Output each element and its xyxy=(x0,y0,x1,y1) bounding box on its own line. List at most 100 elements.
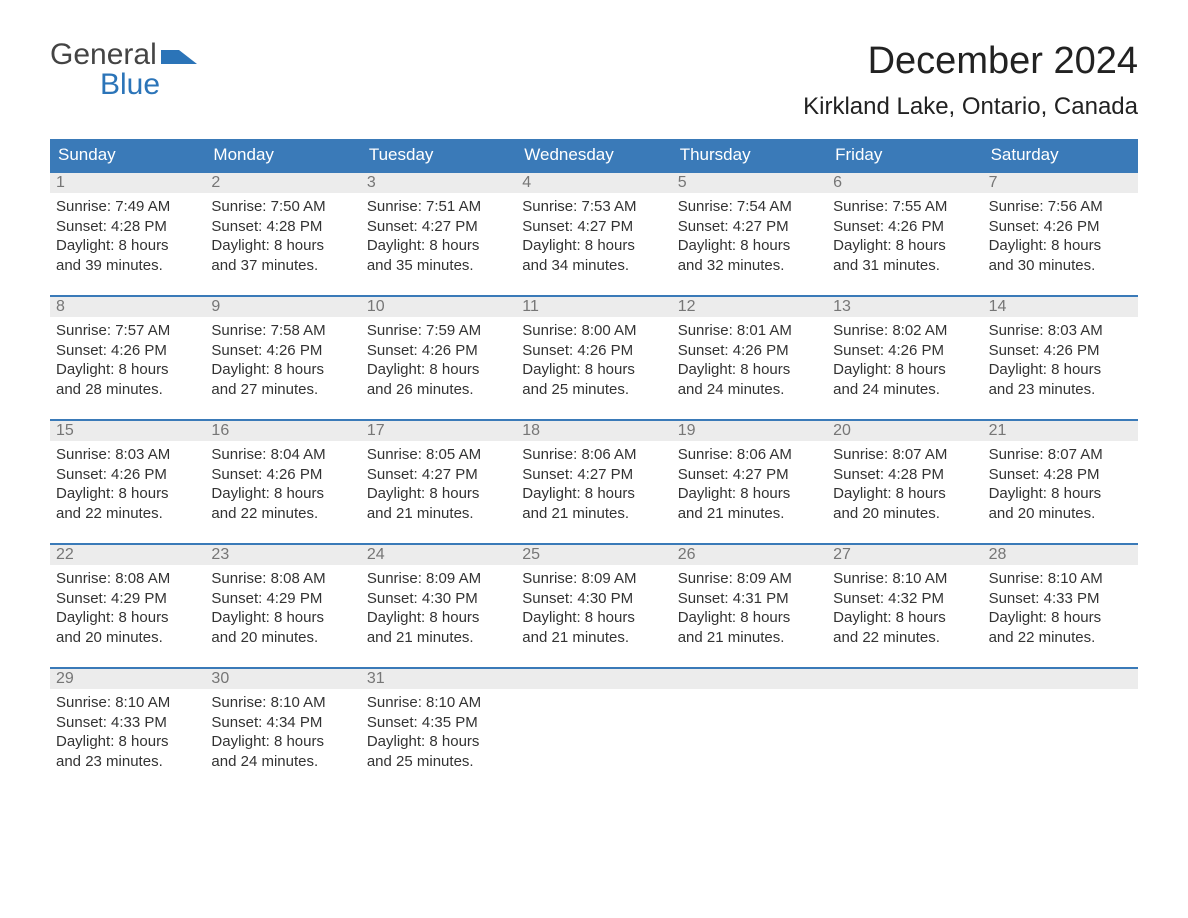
day-sunset: Sunset: 4:30 PM xyxy=(522,589,665,609)
week-row: 15161718192021Sunrise: 8:03 AMSunset: 4:… xyxy=(50,419,1138,533)
day-cell: Sunrise: 8:09 AMSunset: 4:31 PMDaylight:… xyxy=(672,565,827,657)
day-sunrise: Sunrise: 7:55 AM xyxy=(833,197,976,217)
day-sunrise: Sunrise: 8:08 AM xyxy=(211,569,354,589)
day-sunrise: Sunrise: 7:53 AM xyxy=(522,197,665,217)
day-sunset: Sunset: 4:33 PM xyxy=(989,589,1132,609)
day-number: 16 xyxy=(205,421,360,441)
day-sunrise: Sunrise: 8:00 AM xyxy=(522,321,665,341)
day-sunset: Sunset: 4:35 PM xyxy=(367,713,510,733)
day-cell: Sunrise: 7:59 AMSunset: 4:26 PMDaylight:… xyxy=(361,317,516,409)
week-row: 22232425262728Sunrise: 8:08 AMSunset: 4:… xyxy=(50,543,1138,657)
month-title: December 2024 xyxy=(803,40,1138,83)
day-d2: and 27 minutes. xyxy=(211,380,354,400)
day-d1: Daylight: 8 hours xyxy=(678,360,821,380)
day-cell: Sunrise: 8:01 AMSunset: 4:26 PMDaylight:… xyxy=(672,317,827,409)
day-cell xyxy=(827,689,982,781)
day-cell: Sunrise: 8:09 AMSunset: 4:30 PMDaylight:… xyxy=(361,565,516,657)
day-d2: and 22 minutes. xyxy=(211,504,354,524)
dow-tuesday: Tuesday xyxy=(361,139,516,171)
day-cell: Sunrise: 8:00 AMSunset: 4:26 PMDaylight:… xyxy=(516,317,671,409)
day-sunrise: Sunrise: 7:50 AM xyxy=(211,197,354,217)
day-d1: Daylight: 8 hours xyxy=(211,732,354,752)
day-d2: and 39 minutes. xyxy=(56,256,199,276)
day-cell: Sunrise: 7:55 AMSunset: 4:26 PMDaylight:… xyxy=(827,193,982,285)
day-d1: Daylight: 8 hours xyxy=(678,484,821,504)
day-cell xyxy=(516,689,671,781)
day-sunrise: Sunrise: 8:10 AM xyxy=(833,569,976,589)
day-number: 15 xyxy=(50,421,205,441)
day-cell: Sunrise: 8:10 AMSunset: 4:32 PMDaylight:… xyxy=(827,565,982,657)
day-sunrise: Sunrise: 8:09 AM xyxy=(522,569,665,589)
title-block: December 2024 Kirkland Lake, Ontario, Ca… xyxy=(803,40,1138,133)
day-d2: and 22 minutes. xyxy=(56,504,199,524)
logo-text-blue: Blue xyxy=(50,70,197,100)
day-cell: Sunrise: 7:49 AMSunset: 4:28 PMDaylight:… xyxy=(50,193,205,285)
day-number: 22 xyxy=(50,545,205,565)
day-d1: Daylight: 8 hours xyxy=(989,360,1132,380)
day-d1: Daylight: 8 hours xyxy=(367,608,510,628)
day-d2: and 21 minutes. xyxy=(367,504,510,524)
day-d1: Daylight: 8 hours xyxy=(833,608,976,628)
day-cell: Sunrise: 8:07 AMSunset: 4:28 PMDaylight:… xyxy=(827,441,982,533)
day-number: 29 xyxy=(50,669,205,689)
day-d1: Daylight: 8 hours xyxy=(522,360,665,380)
day-number: 10 xyxy=(361,297,516,317)
day-cell: Sunrise: 8:03 AMSunset: 4:26 PMDaylight:… xyxy=(50,441,205,533)
day-cell: Sunrise: 8:07 AMSunset: 4:28 PMDaylight:… xyxy=(983,441,1138,533)
calendar: Sunday Monday Tuesday Wednesday Thursday… xyxy=(50,139,1138,781)
day-number: 9 xyxy=(205,297,360,317)
dow-saturday: Saturday xyxy=(983,139,1138,171)
day-sunset: Sunset: 4:26 PM xyxy=(211,465,354,485)
day-sunrise: Sunrise: 8:06 AM xyxy=(678,445,821,465)
day-cell: Sunrise: 7:56 AMSunset: 4:26 PMDaylight:… xyxy=(983,193,1138,285)
day-sunset: Sunset: 4:30 PM xyxy=(367,589,510,609)
dow-thursday: Thursday xyxy=(672,139,827,171)
day-sunset: Sunset: 4:28 PM xyxy=(833,465,976,485)
day-d1: Daylight: 8 hours xyxy=(989,484,1132,504)
day-sunset: Sunset: 4:26 PM xyxy=(989,341,1132,361)
day-sunrise: Sunrise: 8:07 AM xyxy=(833,445,976,465)
day-cell: Sunrise: 8:06 AMSunset: 4:27 PMDaylight:… xyxy=(516,441,671,533)
day-d1: Daylight: 8 hours xyxy=(56,732,199,752)
day-sunset: Sunset: 4:27 PM xyxy=(367,217,510,237)
day-d2: and 21 minutes. xyxy=(367,628,510,648)
day-sunset: Sunset: 4:27 PM xyxy=(678,217,821,237)
day-number xyxy=(827,669,982,689)
day-d2: and 25 minutes. xyxy=(367,752,510,772)
day-number: 11 xyxy=(516,297,671,317)
week-row: 891011121314Sunrise: 7:57 AMSunset: 4:26… xyxy=(50,295,1138,409)
day-d1: Daylight: 8 hours xyxy=(367,732,510,752)
day-d1: Daylight: 8 hours xyxy=(367,484,510,504)
day-number: 8 xyxy=(50,297,205,317)
day-sunrise: Sunrise: 8:10 AM xyxy=(56,693,199,713)
day-number: 27 xyxy=(827,545,982,565)
day-cell xyxy=(672,689,827,781)
day-d1: Daylight: 8 hours xyxy=(522,236,665,256)
day-number: 25 xyxy=(516,545,671,565)
day-number: 28 xyxy=(983,545,1138,565)
day-number: 30 xyxy=(205,669,360,689)
day-number: 21 xyxy=(983,421,1138,441)
day-d2: and 21 minutes. xyxy=(522,504,665,524)
day-sunset: Sunset: 4:26 PM xyxy=(522,341,665,361)
day-d2: and 24 minutes. xyxy=(833,380,976,400)
day-d1: Daylight: 8 hours xyxy=(833,484,976,504)
day-sunrise: Sunrise: 8:02 AM xyxy=(833,321,976,341)
day-cell: Sunrise: 8:09 AMSunset: 4:30 PMDaylight:… xyxy=(516,565,671,657)
day-sunset: Sunset: 4:27 PM xyxy=(522,465,665,485)
day-d1: Daylight: 8 hours xyxy=(211,360,354,380)
day-cell: Sunrise: 8:08 AMSunset: 4:29 PMDaylight:… xyxy=(205,565,360,657)
day-sunrise: Sunrise: 7:59 AM xyxy=(367,321,510,341)
day-d1: Daylight: 8 hours xyxy=(367,236,510,256)
dow-sunday: Sunday xyxy=(50,139,205,171)
day-cell: Sunrise: 8:06 AMSunset: 4:27 PMDaylight:… xyxy=(672,441,827,533)
day-cell: Sunrise: 7:58 AMSunset: 4:26 PMDaylight:… xyxy=(205,317,360,409)
day-d2: and 32 minutes. xyxy=(678,256,821,276)
day-d1: Daylight: 8 hours xyxy=(211,608,354,628)
logo-text-general: General xyxy=(50,40,157,70)
day-sunrise: Sunrise: 8:04 AM xyxy=(211,445,354,465)
day-sunrise: Sunrise: 7:54 AM xyxy=(678,197,821,217)
day-d2: and 23 minutes. xyxy=(989,380,1132,400)
day-d2: and 28 minutes. xyxy=(56,380,199,400)
day-sunrise: Sunrise: 7:49 AM xyxy=(56,197,199,217)
